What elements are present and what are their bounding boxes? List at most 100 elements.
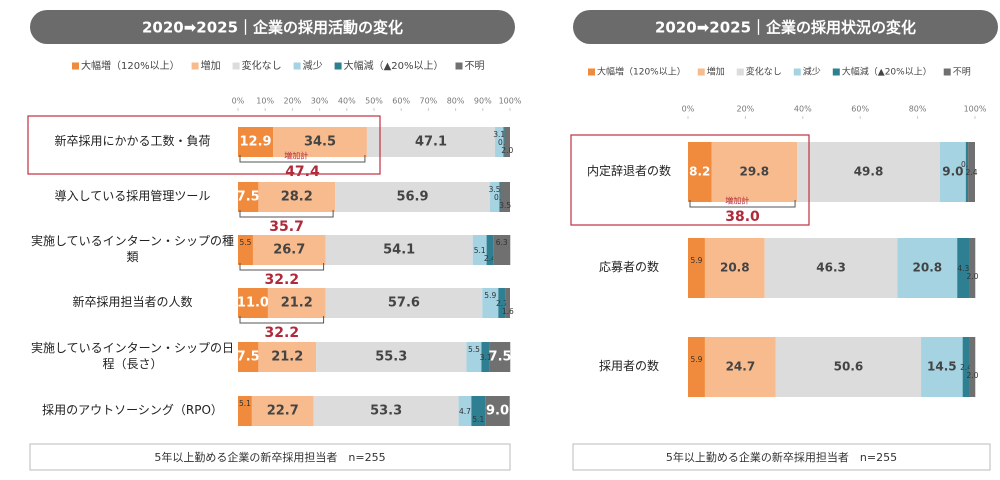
value-label: 6.3 [496,238,508,247]
value-label: 34.5 [304,135,336,150]
value-label: 54.1 [383,243,415,258]
x-tick-label: 100% [499,97,522,106]
value-label: 5.1 [472,415,484,424]
annotation: 増加計 [725,196,749,206]
value-label: 50.6 [834,360,864,374]
value-label: 3.1 [493,130,505,139]
bar-segment [335,182,490,212]
legend-swatch [943,68,951,76]
bar-segment [366,127,496,157]
value-label: 29.8 [739,165,769,179]
bar-segment [897,238,958,298]
bar-segment [495,127,504,157]
bar-segment [325,288,483,318]
value-label: 20.8 [720,261,750,275]
bar-segment [258,342,317,372]
note-box [572,443,991,471]
legend-swatch [191,62,199,70]
bar-segment [482,288,499,318]
legend-swatch [588,68,595,76]
bar-segment [273,127,367,157]
value-label: 14.5 [927,360,957,374]
total-label: 47.4 [285,164,320,180]
legend-swatch [334,62,342,70]
value-label: 46.3 [816,261,846,275]
bar-segment [764,238,898,298]
category-label: 採用のアウトソーシング（RPO） [42,403,223,418]
value-label: 9.0 [942,165,963,179]
legend-label: 大幅増（120%以上） [597,66,686,78]
bar-segment [486,235,494,265]
bar-segment [704,337,776,397]
bar-segment [969,337,976,397]
total-bracket [239,316,325,324]
legend-label: 増加 [201,59,221,72]
note-box [29,443,511,471]
value-label: 26.7 [273,243,305,258]
bar-segment [493,235,511,265]
bar-segment [797,142,940,202]
bar-segment [489,182,500,212]
bar-segment [472,235,487,265]
legend-swatch [832,68,840,76]
value-label: 3.5 [499,201,511,210]
value-label: 0.4 [494,193,506,202]
legend-label: 変化なし [746,66,782,78]
legend-swatch [72,62,79,70]
total-label: 32.2 [265,272,300,288]
value-label: 21.2 [271,350,303,365]
value-label: 5.5 [240,238,252,247]
value-label: 28.2 [281,190,313,205]
bar-segment [238,235,253,265]
value-label: 4.7 [459,407,471,416]
bar-segment [252,235,326,265]
x-tick-label: 60% [392,97,410,106]
total-bracket [689,200,796,208]
value-label: 49.8 [854,165,884,179]
value-label: 2.0 [966,272,978,281]
total-bracket [239,263,325,271]
value-label: 21.2 [281,296,313,311]
bar-segment [313,396,459,426]
x-tick-label: 20% [284,97,302,106]
value-label: 5.5 [468,345,480,354]
annotation: 増加計 [284,151,308,161]
category-label: 応募者の数 [598,260,659,275]
bar-segment [969,238,976,298]
x-tick-label: 50% [365,97,383,106]
bar-segment [481,342,490,372]
value-label: 11.0 [237,296,269,311]
category-label: 新卒採用にかかる工数・負荷 [54,134,211,149]
value-label: 5.1 [474,246,486,255]
value-label: 0.4 [498,138,510,147]
bar-segment [238,396,252,426]
value-label: 5.9 [690,256,702,265]
legend-label: 減少 [303,59,323,72]
value-label: 7.5 [489,350,512,365]
bar-segment [688,238,705,298]
bar-segment [267,288,326,318]
x-tick-label: 40% [338,97,356,106]
bar-segment [962,337,970,397]
x-tick-label: 60% [851,105,869,114]
x-tick-label: 100% [964,105,987,114]
legend-label: 変化なし [242,59,282,72]
value-label: 2.7 [496,299,508,308]
value-label: 3.1 [480,353,492,362]
value-label: 0.8 [961,160,973,169]
value-label: 1.6 [502,307,514,316]
bar-segment [498,288,506,318]
bar-segment [471,396,486,426]
bar-segment [458,396,472,426]
bar-segment [316,342,467,372]
legend-label: 不明 [953,67,971,78]
value-label: 2.4 [960,363,972,372]
bar-segment [489,342,511,372]
legend-swatch [455,62,463,70]
bar-segment [688,337,705,397]
bar-segment [238,127,274,157]
legend-label: 不明 [465,60,485,72]
legend-label: 大幅減（▲20%以上） [344,59,444,72]
